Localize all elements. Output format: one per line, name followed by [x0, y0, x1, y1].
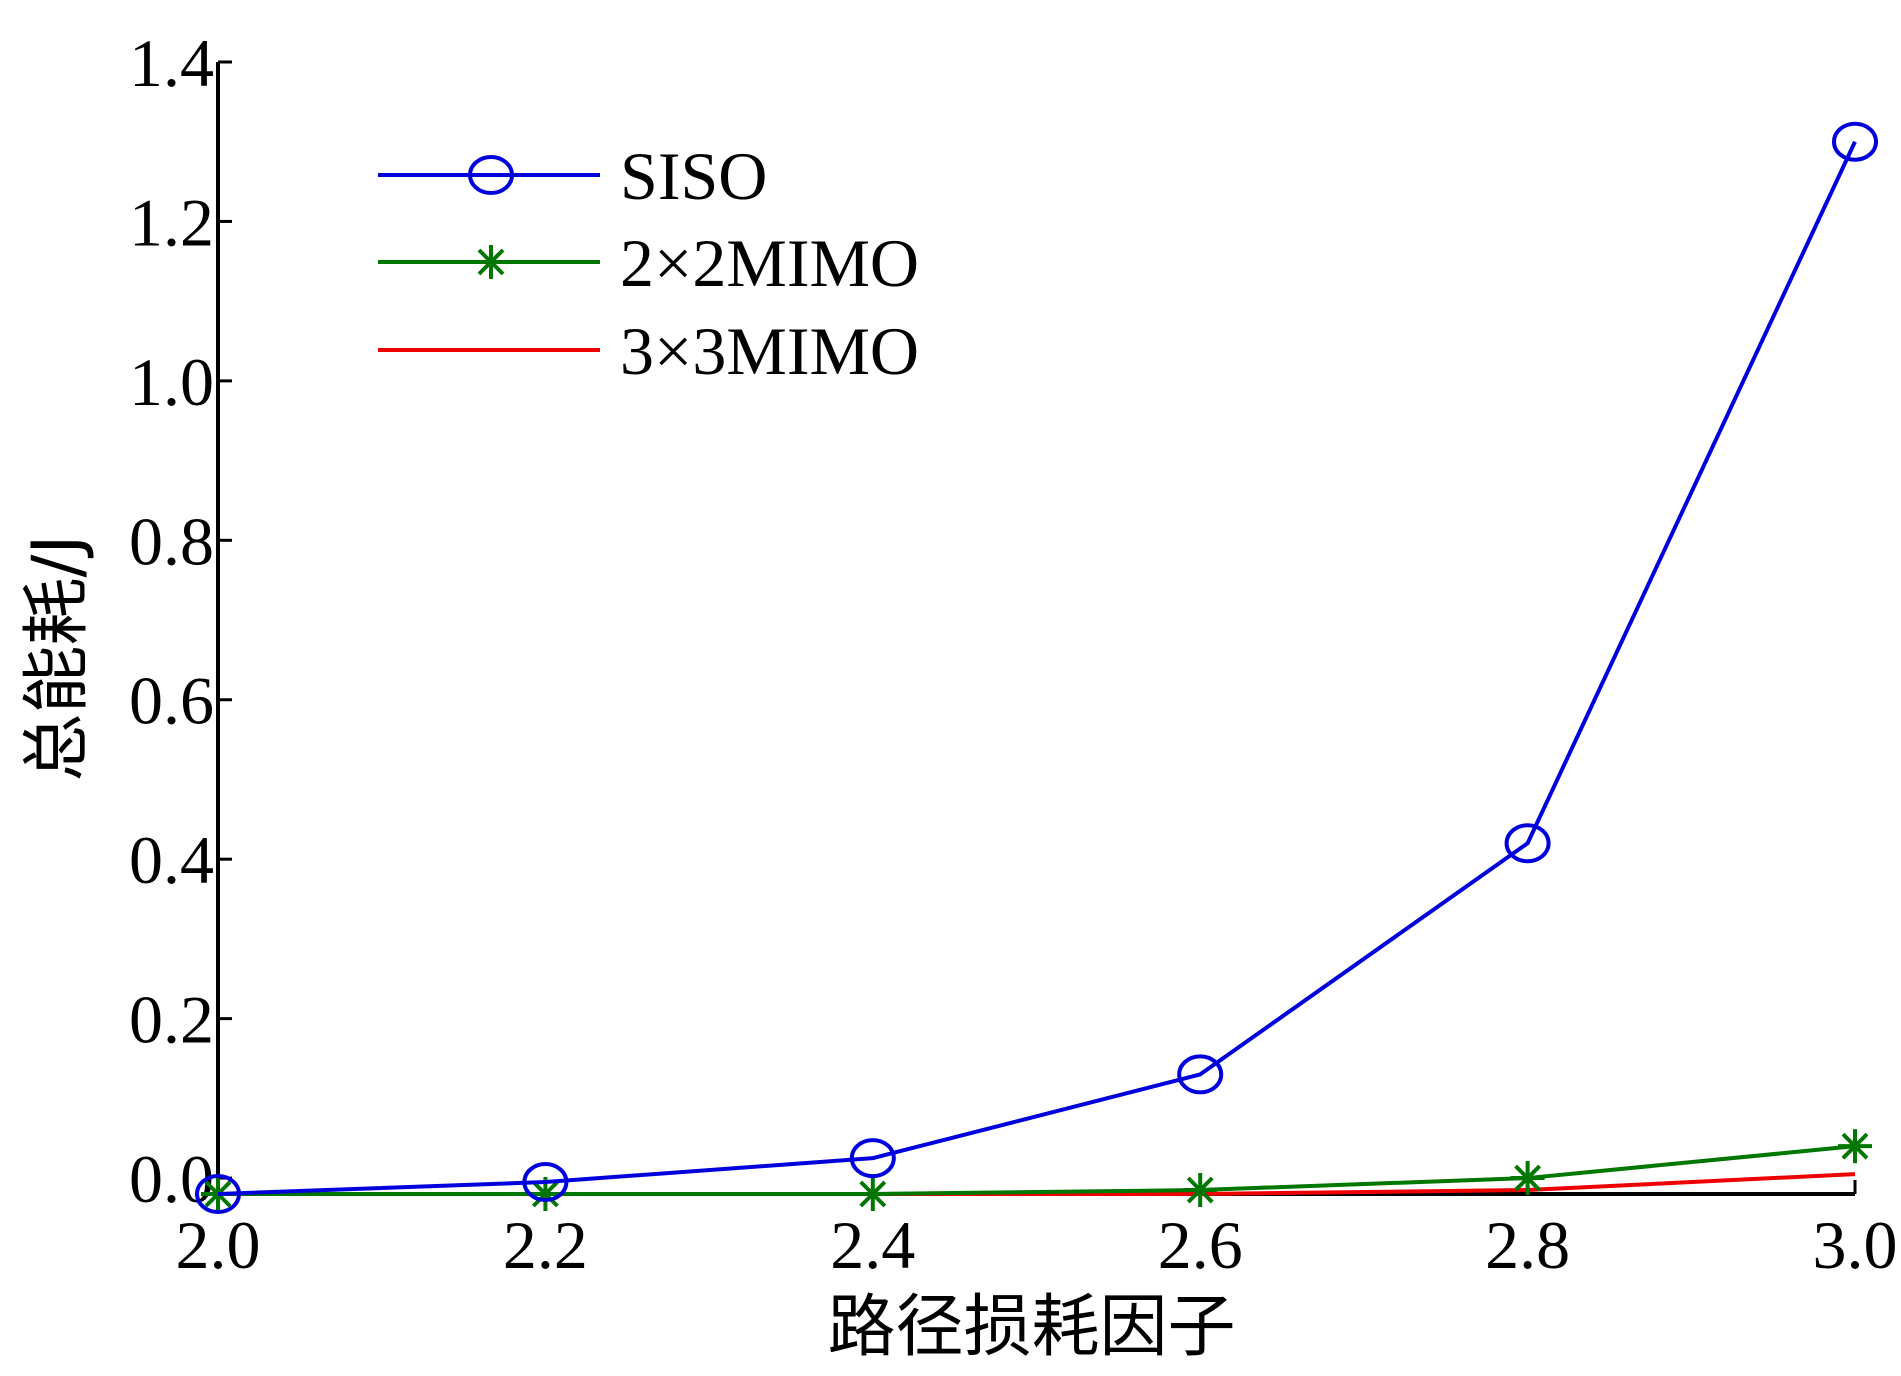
data-point-siso: [1504, 823, 1551, 864]
y-tick-label: 1.0: [129, 344, 214, 420]
y-tick-label: 1.2: [129, 184, 214, 260]
data-point-siso: [849, 1138, 896, 1179]
data-point-2-2mimo: [1838, 1129, 1872, 1164]
legend-marker-2-2mimo: [474, 245, 508, 279]
data-point-2-2mimo: [1510, 1161, 1545, 1196]
data-point-2-2mimo: [855, 1177, 890, 1211]
x-tick-label: 2.0: [176, 1207, 261, 1283]
x-axis-label: 路径损耗因子: [827, 1288, 1235, 1367]
legend-label-2-2mimo: 2×2MIMO: [620, 225, 919, 301]
x-tick-label: 3.0: [1813, 1207, 1898, 1283]
y-tick-label: 0.4: [129, 822, 214, 898]
x-tick-label: 2.6: [1158, 1207, 1243, 1283]
legend: SISO 2×2MIMO 3×3MIMO: [378, 138, 919, 389]
series-line-2-2mimo: [218, 1144, 1856, 1196]
series-layer: [195, 121, 1878, 1214]
data-point-siso: [195, 1174, 241, 1214]
data-point-2-2mimo: [1183, 1173, 1218, 1208]
legend-label-3-3mimo: 3×3MIMO: [620, 313, 919, 389]
x-tick-label: 2.2: [503, 1207, 588, 1283]
y-tick-label: 0.2: [129, 982, 214, 1058]
y-tick-label: 0.6: [129, 663, 214, 739]
data-point-siso: [1177, 1054, 1224, 1095]
data-point-siso: [1832, 121, 1878, 162]
legend-label-siso: SISO: [620, 138, 767, 214]
y-tick-label: 0.8: [129, 503, 214, 579]
legend-marker-siso: [468, 155, 514, 195]
axes: 0.00.20.40.60.81.01.21.42.0 2.2 2.4 2.6 2.8 3…: [129, 25, 1898, 1283]
data-point-siso: [522, 1162, 569, 1203]
x-tick-label: 2.4: [830, 1207, 915, 1283]
y-tick-label: 1.4: [129, 25, 214, 101]
x-tick-label: 2.8: [1485, 1207, 1570, 1283]
y-axis-label: 总能耗/J: [18, 535, 97, 782]
series-line-siso: [217, 140, 1857, 1196]
